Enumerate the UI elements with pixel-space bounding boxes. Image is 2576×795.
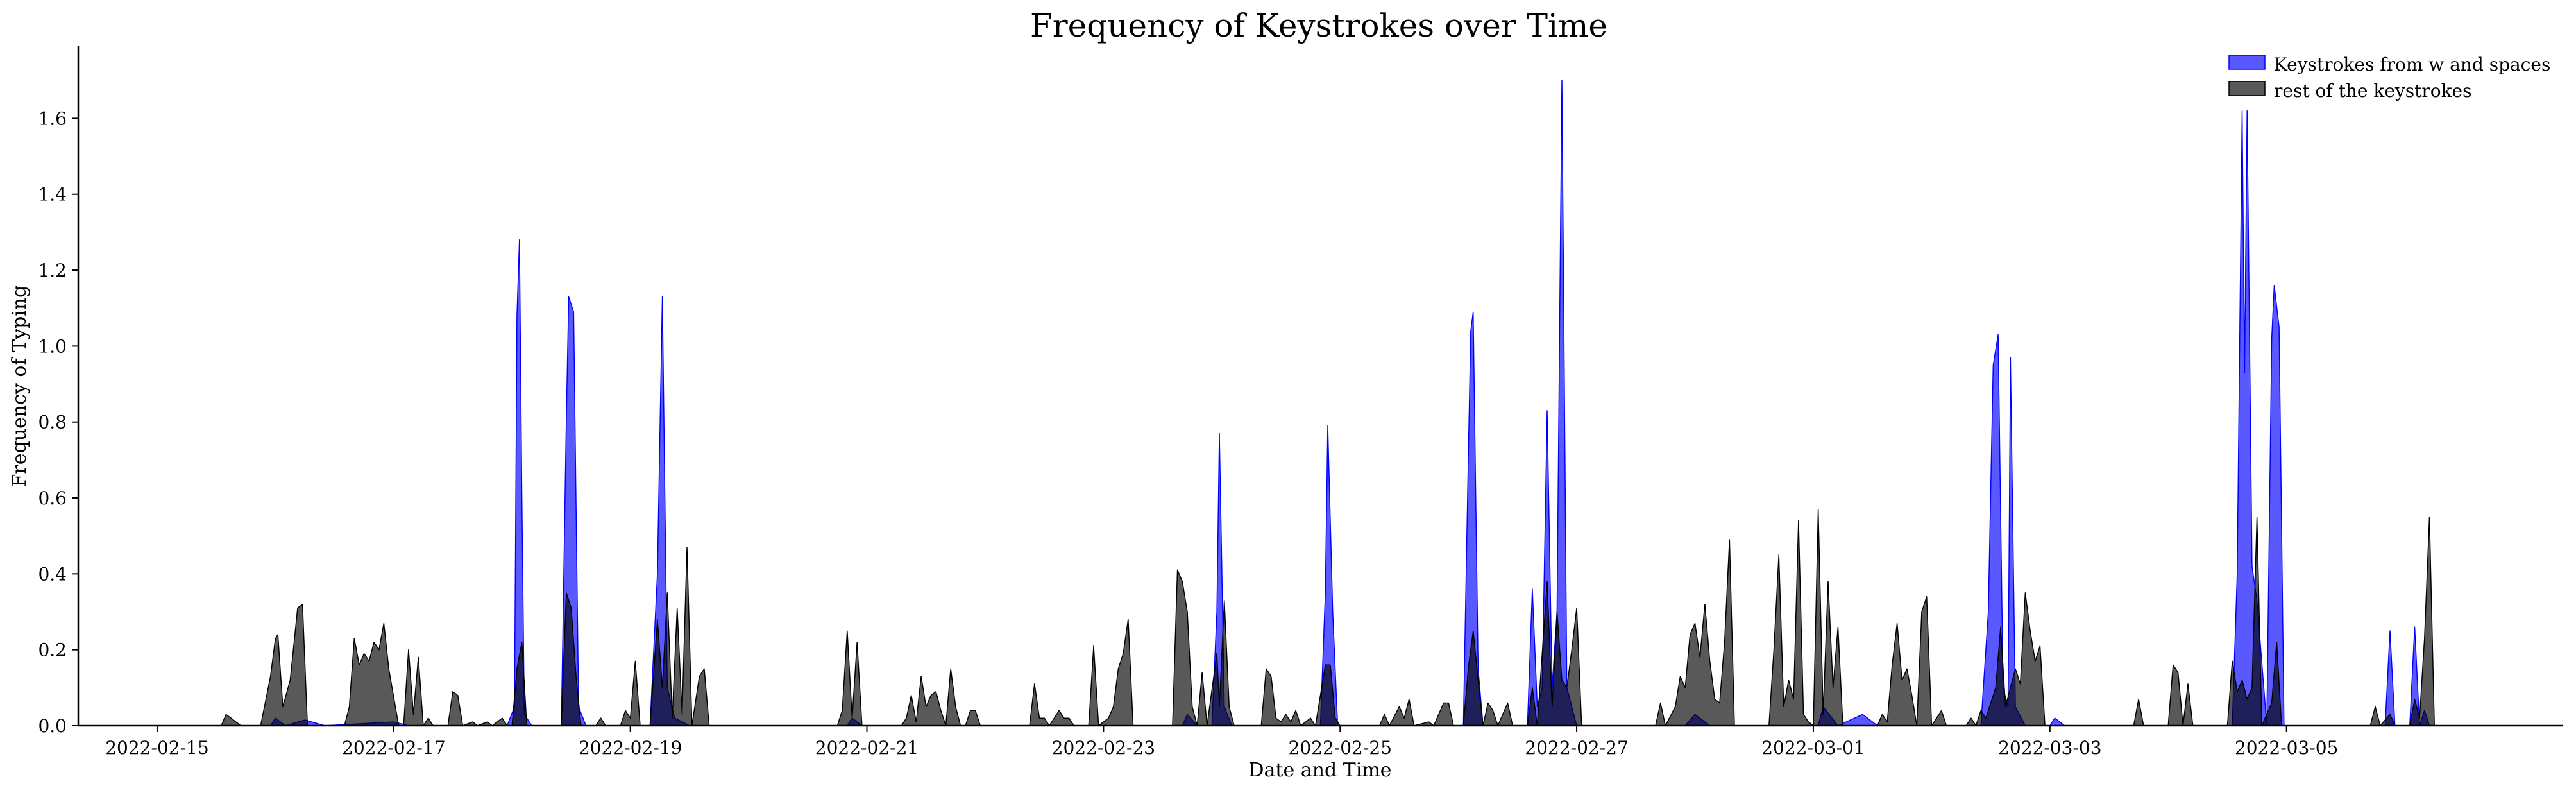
x-tick-label: 2022-03-05 bbox=[2235, 737, 2338, 758]
legend: Keystrokes from w and spaces rest of the … bbox=[2228, 54, 2550, 101]
x-axis-label: Date and Time bbox=[1248, 759, 1391, 782]
y-tick-label: 0.0 bbox=[38, 715, 67, 737]
x-tick-label: 2022-03-03 bbox=[1998, 737, 2101, 758]
y-tick-label: 0.4 bbox=[38, 563, 67, 585]
x-tick-label: 2022-02-27 bbox=[1525, 737, 1628, 758]
legend-swatch-2 bbox=[2228, 81, 2266, 96]
legend-swatch-1 bbox=[2228, 55, 2266, 70]
x-tick-label: 2022-03-01 bbox=[1761, 737, 1865, 758]
x-tick-label: 2022-02-17 bbox=[342, 737, 445, 758]
y-tick-label: 1.2 bbox=[38, 260, 67, 281]
series-area-2 bbox=[221, 509, 2435, 726]
x-tick-label: 2022-02-21 bbox=[815, 737, 919, 758]
chart-title: Frequency of Keystrokes over Time bbox=[1030, 7, 1607, 44]
axes-layer bbox=[77, 46, 2563, 727]
x-tick-label: 2022-02-19 bbox=[579, 737, 682, 758]
y-ticks: 0.0 0.2 0.4 0.6 0.8 1.0 1.2 1.4 1.6 bbox=[38, 108, 78, 737]
y-tick-label: 0.2 bbox=[38, 640, 67, 661]
x-tick-label: 2022-02-15 bbox=[105, 737, 208, 758]
y-tick-label: 1.4 bbox=[38, 184, 67, 205]
y-axis-label: Frequency of Typing bbox=[8, 286, 31, 488]
x-ticks: 2022-02-15 2022-02-17 2022-02-19 2022-02-21… bbox=[105, 726, 2338, 758]
y-tick-label: 0.8 bbox=[38, 412, 67, 433]
x-tick-label: 2022-02-23 bbox=[1052, 737, 1155, 758]
x-tick-label: 2022-02-25 bbox=[1289, 737, 1392, 758]
y-tick-label: 1.0 bbox=[38, 336, 67, 357]
series-area-1 bbox=[269, 80, 2430, 726]
series-layer bbox=[221, 80, 2435, 726]
y-tick-label: 0.6 bbox=[38, 488, 67, 509]
y-tick-label: 1.6 bbox=[38, 108, 67, 129]
legend-label-2: rest of the keystrokes bbox=[2274, 80, 2471, 101]
legend-label-1: Keystrokes from w and spaces bbox=[2274, 54, 2550, 75]
